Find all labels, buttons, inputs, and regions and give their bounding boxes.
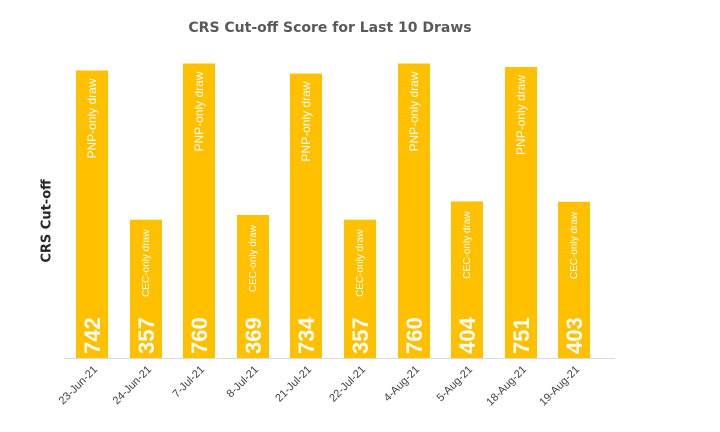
- value-label: 403: [562, 317, 587, 354]
- chart-title: CRS Cut-off Score for Last 10 Draws: [188, 20, 472, 36]
- value-label: 760: [187, 317, 212, 354]
- bar-19-Aug-21: [558, 201, 590, 358]
- annotation-label: CEC-only draw: [462, 211, 473, 279]
- bar-7-Jul-21: [183, 63, 215, 358]
- x-tick-label: 19-Aug-21: [537, 364, 582, 409]
- value-label: 760: [402, 317, 427, 354]
- bar-24-Jun-21: [130, 219, 162, 358]
- annotation-label: CEC-only draw: [355, 229, 366, 297]
- bar-18-Aug-21: [505, 66, 537, 359]
- bar-23-Jun-21: [76, 70, 108, 358]
- x-tick-label: 4-Aug-21: [382, 364, 422, 404]
- annotation-label: PNP-only draw: [514, 75, 528, 155]
- x-tick-label: 18-Aug-21: [484, 364, 529, 409]
- x-tick-label: 21-Jul-21: [273, 364, 314, 405]
- value-label: 357: [348, 317, 373, 354]
- x-tick-label: 5-Aug-21: [435, 364, 475, 404]
- annotation-label: CEC-only draw: [569, 211, 580, 279]
- value-label: 742: [80, 317, 105, 354]
- annotation-label: CEC-only draw: [248, 224, 259, 292]
- annotation-label: PNP-only draw: [299, 81, 313, 161]
- bar-8-Jul-21: [237, 215, 269, 358]
- x-tick-label: 22-Jul-21: [327, 364, 368, 405]
- bar-4-Aug-21: [398, 63, 430, 358]
- value-label: 751: [509, 317, 534, 354]
- annotation-label: PNP-only draw: [192, 71, 206, 151]
- annotation-label: PNP-only draw: [407, 71, 421, 151]
- value-label: 734: [294, 317, 319, 354]
- value-label: 404: [455, 317, 480, 354]
- x-tick-label: 7-Jul-21: [171, 364, 208, 401]
- x-tick-label: 23-Jun-21: [57, 364, 101, 408]
- bar-22-Jul-21: [344, 219, 376, 358]
- bar-21-Jul-21: [290, 73, 322, 358]
- annotation-label: CEC-only draw: [141, 229, 152, 297]
- bars-group: 742 PNP-only draw 23-Jun-21 357 CEC-only dra…: [57, 63, 590, 409]
- value-label: 369: [241, 317, 266, 354]
- bar-5-Aug-21: [451, 201, 483, 358]
- x-tick-label: 8-Jul-21: [225, 364, 262, 401]
- annotation-label: PNP-only draw: [85, 78, 99, 158]
- x-tick-label: 24-Jun-21: [111, 364, 155, 408]
- value-label: 357: [134, 317, 159, 354]
